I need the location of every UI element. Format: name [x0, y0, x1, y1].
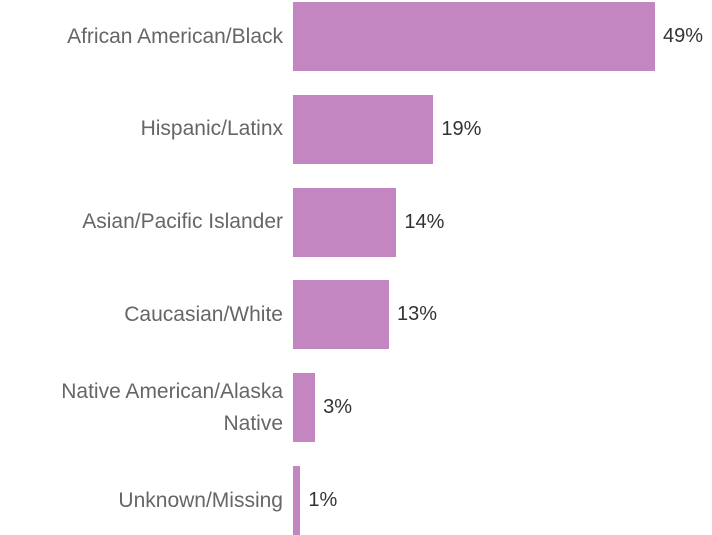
bar: [293, 94, 434, 164]
category-label: Hispanic/Latinx: [140, 117, 283, 141]
bar: [293, 373, 316, 443]
category-label: Native American/Alaska Native: [61, 379, 283, 435]
category-label: Asian/Pacific Islander: [82, 210, 283, 234]
value-label: 19%: [441, 117, 482, 140]
value-label: 49%: [663, 25, 704, 47]
value-label: 14%: [404, 210, 445, 233]
value-label: 13%: [397, 303, 438, 326]
bar: [293, 466, 301, 535]
bar: [293, 187, 397, 257]
category-label: Caucasian/White: [124, 302, 283, 326]
bar: [293, 280, 390, 350]
value-label: 1%: [308, 489, 338, 511]
category-label: Unknown/Missing: [118, 488, 283, 512]
category-label: African American/Black: [67, 24, 283, 48]
value-label: 3%: [323, 396, 353, 419]
bar: [293, 2, 655, 71]
